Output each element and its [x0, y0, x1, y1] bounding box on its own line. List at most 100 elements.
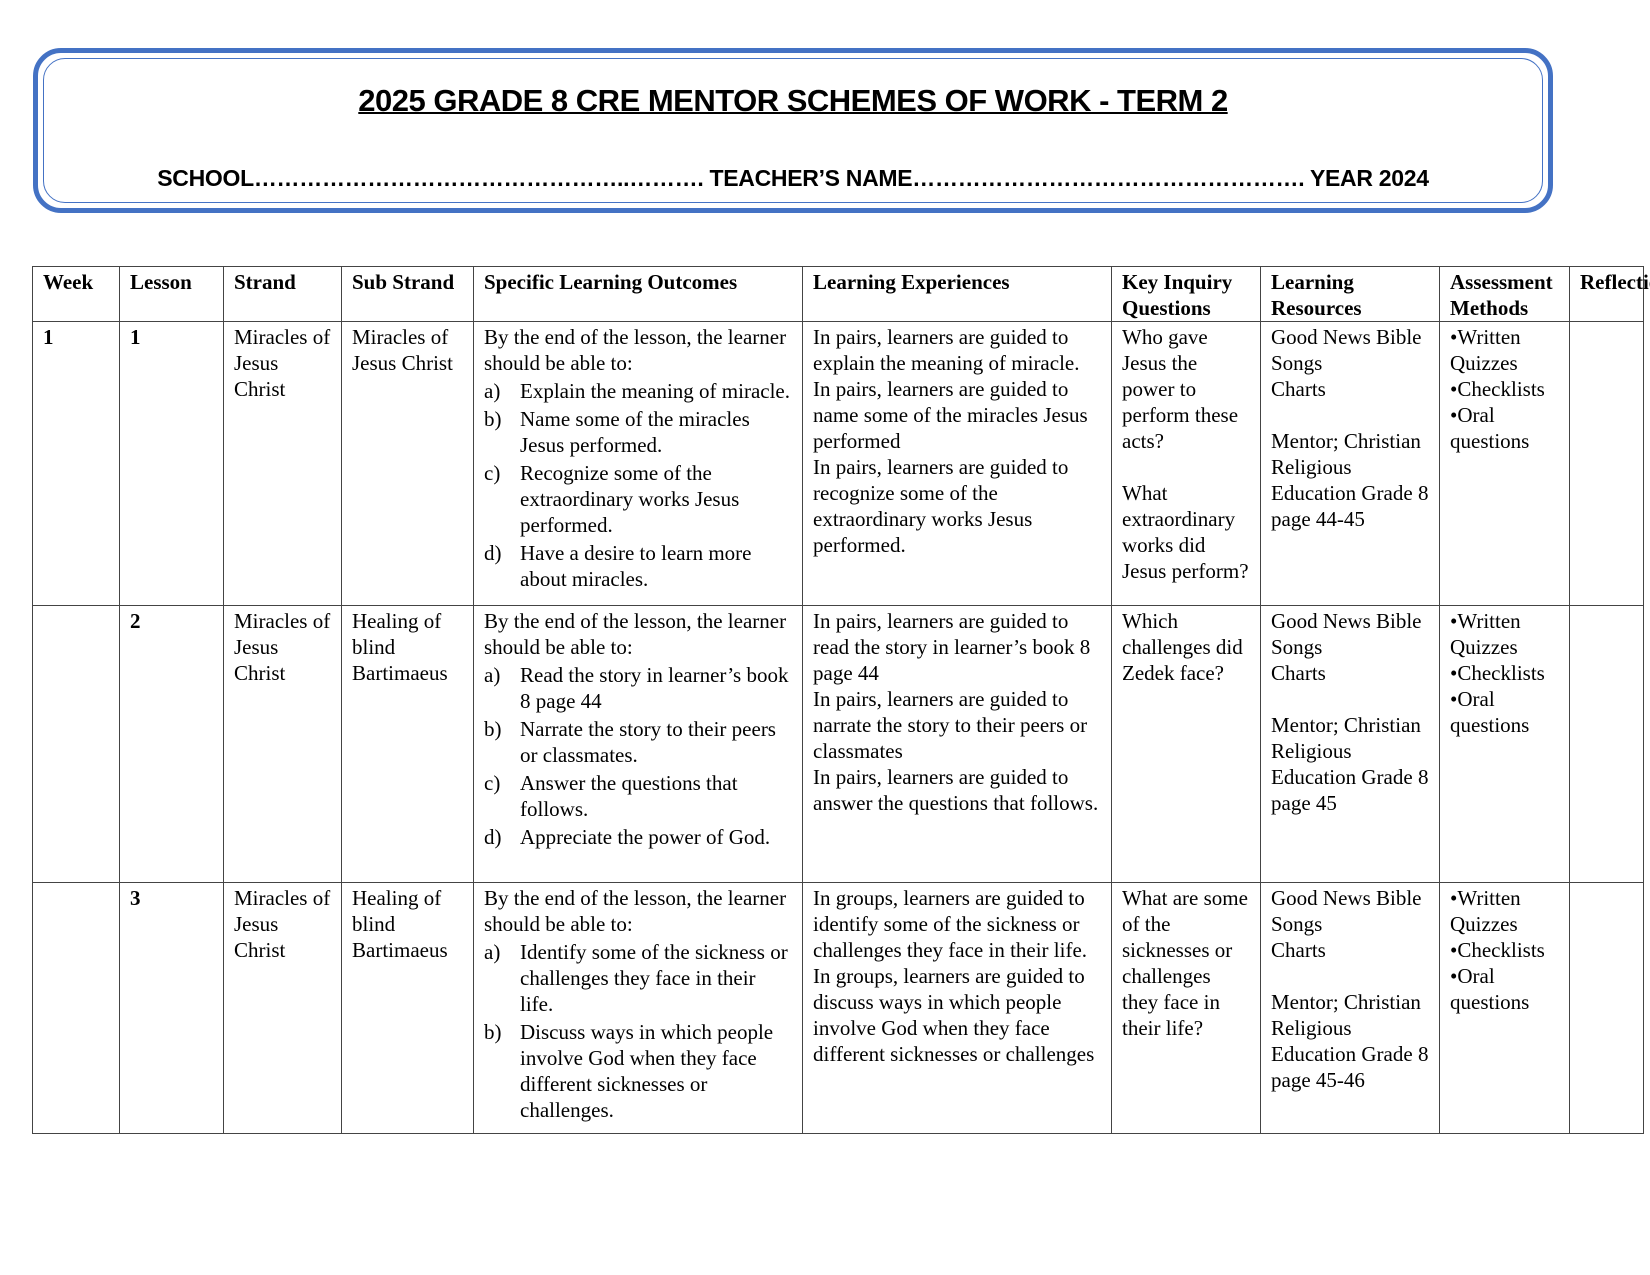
outcomes-intro: By the end of the lesson, the learner sh… — [484, 325, 787, 375]
outcome-text: Answer the questions that follows. — [520, 771, 738, 821]
outcome-text: Appreciate the power of God. — [520, 825, 771, 849]
outcome-marker: c) — [484, 461, 501, 485]
reflection-cell — [1569, 321, 1644, 606]
assessment-item: •Oral questions — [1450, 687, 1530, 737]
experience-item: In pairs, learners are guided to narrate… — [813, 687, 1088, 763]
assessment-cell: •Written Quizzes •Checklists •Oral questio… — [1439, 605, 1570, 883]
column-header-outcomes: Specific Learning Outcomes — [473, 266, 803, 322]
outcome-text: Narrate the story to their peers or clas… — [520, 717, 776, 767]
reflection-cell — [1569, 605, 1644, 883]
page-title: 2025 GRADE 8 CRE MENTOR SCHEMES OF WORK … — [38, 83, 1548, 119]
column-header-assessment: Assessment Methods — [1439, 266, 1570, 322]
resource-item: Good News Bible — [1271, 886, 1422, 910]
assessment-item: •Checklists — [1450, 938, 1545, 962]
strand-cell: Miracles of Jesus Christ — [223, 321, 342, 606]
assessment-item: •Oral questions — [1450, 964, 1530, 1014]
page-title-text: 2025 GRADE 8 CRE MENTOR SCHEMES OF WORK … — [358, 83, 1228, 118]
assessment-item: •Written Quizzes — [1450, 609, 1521, 659]
strand-cell: Miracles of Jesus Christ — [223, 882, 342, 1134]
experience-item: In pairs, learners are guided to read th… — [813, 609, 1091, 685]
assessment-item: •Written Quizzes — [1450, 325, 1521, 375]
strand-cell: Miracles of Jesus Christ — [223, 605, 342, 883]
resource-item: Songs — [1271, 912, 1323, 936]
outcomes-cell: By the end of the lesson, the learner sh… — [473, 882, 803, 1134]
assessment-item: •Written Quizzes — [1450, 886, 1521, 936]
column-header-sub-strand: Sub Strand — [341, 266, 474, 322]
outcome-marker: a) — [484, 663, 501, 687]
experiences-cell: In groups, learners are guided to identi… — [802, 882, 1112, 1134]
outcome-item: d) Appreciate the power of God. — [484, 824, 792, 850]
outcome-item: a) Explain the meaning of miracle. — [484, 378, 792, 404]
outcome-marker: a) — [484, 379, 501, 403]
resource-item: Songs — [1271, 635, 1323, 659]
assessment-item: •Checklists — [1450, 661, 1545, 685]
outcome-item: b) Narrate the story to their peers or cl… — [484, 716, 792, 768]
sub-strand-cell: Healing of blind Bartimaeus — [341, 882, 474, 1134]
outcomes-list: a) Read the story in learner’s book 8 pag… — [484, 662, 792, 850]
assessment-cell: •Written Quizzes •Checklists •Oral questio… — [1439, 321, 1570, 606]
question-item: What extraordinary works did Jesus perfo… — [1122, 481, 1249, 583]
resources-cell: Good News Bible Songs Charts Mentor; Christ… — [1260, 605, 1440, 883]
experiences-cell: In pairs, learners are guided to explain… — [802, 321, 1112, 606]
sub-strand-cell: Healing of blind Bartimaeus — [341, 605, 474, 883]
week-cell — [32, 605, 120, 883]
outcome-marker: a) — [484, 940, 501, 964]
outcome-item: a) Read the story in learner’s book 8 pag… — [484, 662, 792, 714]
outcome-text: Name some of the miracles Jesus performe… — [520, 407, 750, 457]
resource-item: Good News Bible — [1271, 325, 1422, 349]
week-cell: 1 — [32, 321, 120, 606]
outcomes-list: a) Identify some of the sickness or chall… — [484, 939, 792, 1123]
column-header-strand: Strand — [223, 266, 342, 322]
outcomes-cell: By the end of the lesson, the learner sh… — [473, 605, 803, 883]
experiences-cell: In pairs, learners are guided to read th… — [802, 605, 1112, 883]
week-cell — [32, 882, 120, 1134]
question-item: Which challenges did Zedek face? — [1122, 609, 1243, 685]
column-header-resources: Learning Resources — [1260, 266, 1440, 322]
assessment-item: •Checklists — [1450, 377, 1545, 401]
outcome-text: Identify some of the sickness or challen… — [520, 940, 788, 1016]
outcome-marker: d) — [484, 825, 502, 849]
experience-item: In pairs, learners are guided to answer … — [813, 765, 1099, 815]
header-frame: 2025 GRADE 8 CRE MENTOR SCHEMES OF WORK … — [33, 48, 1553, 213]
outcome-item: c) Recognize some of the extraordinary wo… — [484, 460, 792, 538]
column-header-lesson: Lesson — [119, 266, 224, 322]
outcome-item: d) Have a desire to learn more about mira… — [484, 540, 792, 592]
question-item: Who gave Jesus the power to perform thes… — [1122, 325, 1239, 453]
outcomes-intro: By the end of the lesson, the learner sh… — [484, 886, 787, 936]
resources-cell: Good News Bible Songs Charts Mentor; Christ… — [1260, 882, 1440, 1134]
questions-cell: Who gave Jesus the power to perform thes… — [1111, 321, 1261, 606]
lesson-cell: 3 — [119, 882, 224, 1134]
outcome-marker: c) — [484, 771, 501, 795]
resource-item: Charts — [1271, 938, 1326, 962]
experience-item: In pairs, learners are guided to name so… — [813, 377, 1088, 453]
resource-item: Good News Bible — [1271, 609, 1422, 633]
resource-item: Charts — [1271, 661, 1326, 685]
outcome-text: Discuss ways in which people involve God… — [520, 1020, 774, 1122]
resource-item: Charts — [1271, 377, 1326, 401]
outcome-marker: b) — [484, 407, 502, 431]
sub-strand-cell: Miracles of Jesus Christ — [341, 321, 474, 606]
outcome-item: b) Discuss ways in which people involve G… — [484, 1019, 792, 1123]
table-row: 3 Miracles of Jesus Christ Healing of blin… — [32, 882, 1644, 1134]
resource-item: Mentor; Christian Religious Education Gr… — [1271, 429, 1429, 531]
outcomes-list: a) Explain the meaning of miracle. b) Name … — [484, 378, 792, 592]
outcome-text: Explain the meaning of miracle. — [520, 379, 790, 403]
lesson-cell: 2 — [119, 605, 224, 883]
column-header-week: Week — [32, 266, 120, 322]
outcome-item: a) Identify some of the sickness or chall… — [484, 939, 792, 1017]
outcome-marker: b) — [484, 717, 502, 741]
experience-item: In pairs, learners are guided to recogni… — [813, 455, 1069, 557]
experience-item: In pairs, learners are guided to explain… — [813, 325, 1080, 375]
reflection-cell — [1569, 882, 1644, 1134]
resource-item: Songs — [1271, 351, 1323, 375]
outcome-marker: b) — [484, 1020, 502, 1044]
resource-item: Mentor; Christian Religious Education Gr… — [1271, 713, 1429, 815]
outcomes-intro: By the end of the lesson, the learner sh… — [484, 609, 787, 659]
questions-cell: Which challenges did Zedek face? — [1111, 605, 1261, 883]
lesson-cell: 1 — [119, 321, 224, 606]
header-frame-inner — [43, 58, 1543, 203]
table-row: 2 Miracles of Jesus Christ Healing of blin… — [32, 605, 1644, 883]
header-row: Week Lesson Strand Sub Strand Specific Learn… — [32, 266, 1650, 322]
experience-item: In groups, learners are guided to identi… — [813, 886, 1088, 962]
questions-cell: What are some of the sicknesses or chall… — [1111, 882, 1261, 1134]
